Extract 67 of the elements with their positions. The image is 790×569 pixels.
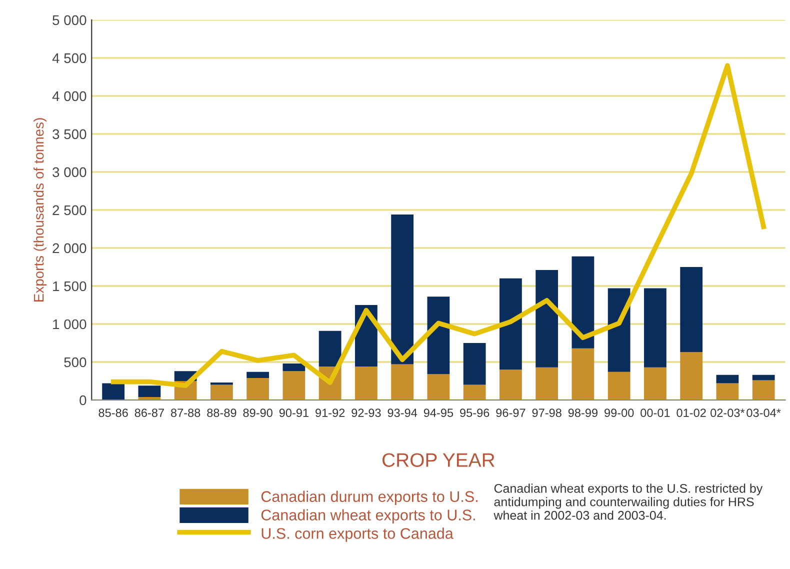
bar [572, 348, 594, 400]
bar [608, 372, 630, 400]
x-tick-label: 97-98 [532, 408, 562, 418]
y-tick-label: 5 000 [52, 15, 86, 26]
x-tick-label: 90-91 [279, 408, 308, 418]
y-tick-label: 3 500 [52, 129, 86, 140]
x-tick-label: 01-02 [676, 408, 706, 418]
x-tick-label: 85-86 [98, 408, 128, 418]
bar [246, 372, 270, 378]
bar [644, 367, 666, 400]
bar [138, 386, 161, 397]
x-tick-label: 87-88 [170, 408, 200, 418]
x-axis-title: CROP YEAR [382, 453, 494, 467]
y-tick-label: 500 [64, 357, 86, 368]
x-tick-label: 00-01 [640, 408, 670, 418]
x-tick-label: 94-95 [424, 408, 454, 418]
bar [102, 383, 125, 400]
bar [282, 371, 306, 400]
y-tick-label: 4 000 [52, 91, 86, 102]
bar [500, 370, 522, 400]
line-series [110, 63, 766, 388]
legend-label: U.S. corn exports to Canada [262, 528, 454, 542]
x-tick-label: 99-00 [604, 408, 634, 418]
bar [463, 342, 486, 385]
bar [716, 374, 739, 384]
bar [210, 384, 233, 400]
x-tick-label: 89-90 [243, 408, 272, 418]
bar [391, 364, 414, 400]
bar [246, 378, 270, 400]
bar [427, 374, 450, 400]
y-tick-label: 0 [80, 395, 86, 406]
y-tick-label: 1 000 [53, 319, 86, 330]
x-tick-label: 03-04* [746, 408, 781, 418]
x-tick-label: 92-93 [352, 408, 381, 418]
x-tick-label: 86-87 [134, 408, 164, 418]
y-tick-label: 2 500 [52, 205, 86, 216]
y-tick-label: 3 000 [52, 167, 86, 178]
y-tick-label: 1 500 [53, 281, 86, 292]
bar [680, 266, 703, 352]
x-tick-label: 91-92 [316, 408, 345, 418]
bar [282, 364, 306, 372]
x-tick-label: 98-99 [568, 408, 598, 418]
x-tick-label: 93-94 [388, 408, 418, 418]
bar [752, 380, 775, 400]
text: Canadian wheat exports to the U.S. restricted by antidumping and counterwailing duties for HRS wheat in 2002-03 and 2003-04. [494, 484, 763, 520]
legend-label: Canadian wheat exports to U.S. [261, 509, 475, 524]
bar [536, 367, 558, 400]
bar [427, 296, 450, 374]
bar [680, 352, 703, 400]
bar [391, 214, 414, 364]
bar [318, 330, 342, 367]
bar [644, 288, 666, 368]
x-tick-label: 02-03* [710, 408, 745, 418]
x-tick-label: 95-96 [460, 408, 490, 418]
y-tick-label: 4 500 [52, 53, 86, 64]
y-tick-label: 2 000 [52, 243, 86, 254]
bar [572, 256, 594, 348]
bar [536, 270, 558, 368]
x-tick-label: 96-97 [496, 408, 526, 418]
y-axis-title: Exports (thousands of tonnes) [34, 118, 46, 302]
bar [463, 384, 486, 400]
legend-label: Canadian durum exports to U.S. [261, 490, 478, 506]
bar [500, 278, 522, 370]
bar [752, 374, 775, 380]
bar [355, 366, 378, 400]
x-tick-label: 88-89 [207, 408, 236, 418]
bar [716, 383, 739, 400]
